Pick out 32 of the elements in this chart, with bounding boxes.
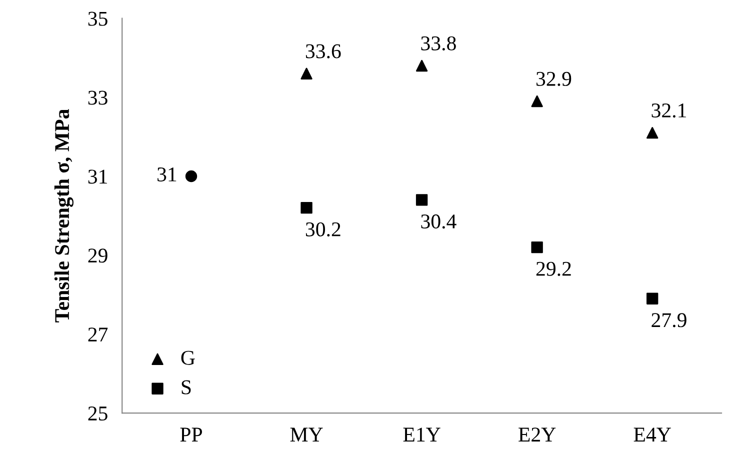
y-tick-label: 25 — [88, 406, 108, 421]
point — [531, 241, 543, 254]
legend-label: S — [182, 380, 191, 394]
y-tick-label: 27 — [88, 328, 108, 342]
data-label: 33.6 — [306, 44, 341, 58]
point — [416, 194, 428, 206]
point — [416, 60, 428, 72]
x-tick-label: PP — [180, 428, 202, 442]
data-label: 29.2 — [536, 262, 571, 276]
point — [646, 292, 658, 304]
y-tick-label: 29 — [88, 248, 108, 263]
data-label: 27.9 — [652, 313, 686, 328]
point — [300, 202, 312, 214]
legend-label: G — [181, 350, 195, 365]
data-label: 33.8 — [421, 36, 456, 50]
x-tick-label: E4Y — [634, 428, 671, 442]
x-tick-label: MY — [290, 428, 323, 442]
point — [185, 170, 198, 182]
y-tick-label: 31 — [88, 170, 107, 184]
x-tick-label: E1Y — [403, 428, 440, 442]
x-tick-label: E2Y — [518, 428, 556, 442]
point — [531, 95, 543, 108]
data-label: 30.2 — [306, 222, 340, 236]
y-tick-label: 35 — [88, 12, 108, 26]
point — [300, 68, 312, 80]
y-axis-title: Tensile Strength σ, MPa — [54, 109, 74, 322]
data-label: 32.1 — [652, 103, 686, 118]
data-label: 31 — [158, 167, 176, 182]
data-label: 32.9 — [536, 72, 572, 86]
point — [646, 126, 658, 139]
data-label: 30.4 — [421, 214, 456, 229]
y-tick-label: 33 — [88, 90, 108, 105]
